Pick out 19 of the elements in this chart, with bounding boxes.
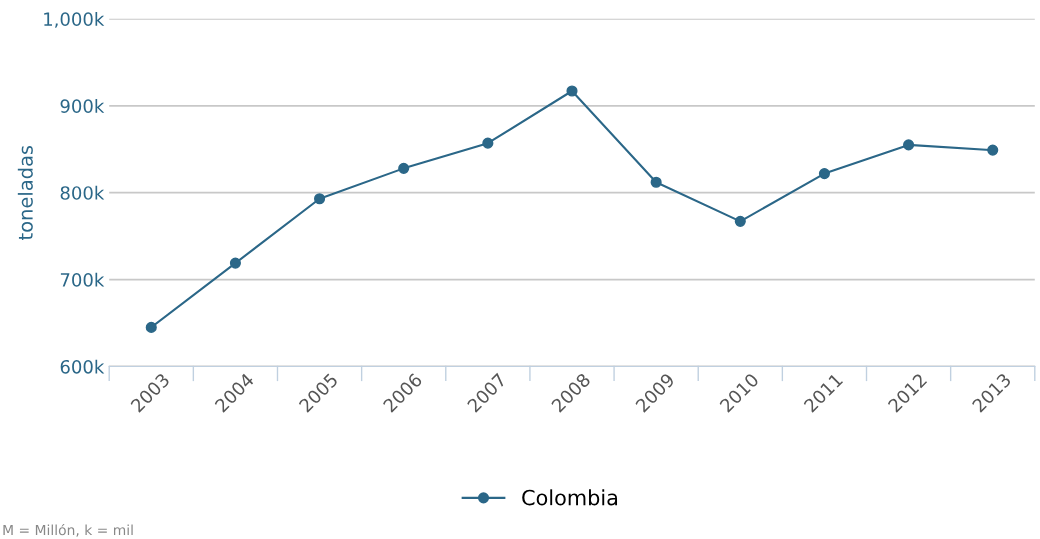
point [314, 193, 326, 205]
y-tick-label: 600k [60, 359, 105, 374]
point [482, 137, 494, 149]
point [566, 85, 578, 97]
point [987, 144, 999, 156]
y-tick-label: 1,000k [44, 12, 105, 28]
y-tick-label: 800k [60, 185, 105, 200]
point [145, 321, 157, 333]
point [734, 215, 746, 227]
point [903, 139, 915, 151]
point [398, 162, 410, 174]
y-tick-label: 700k [60, 272, 105, 287]
y-tick-label: 900k [60, 98, 105, 113]
y-axis-title: toneladas [17, 145, 33, 240]
point [818, 168, 830, 180]
legend-label: Colombia [522, 489, 618, 506]
point [229, 257, 241, 269]
text: M = Millón, k = mil [3, 523, 133, 537]
point [650, 176, 662, 188]
